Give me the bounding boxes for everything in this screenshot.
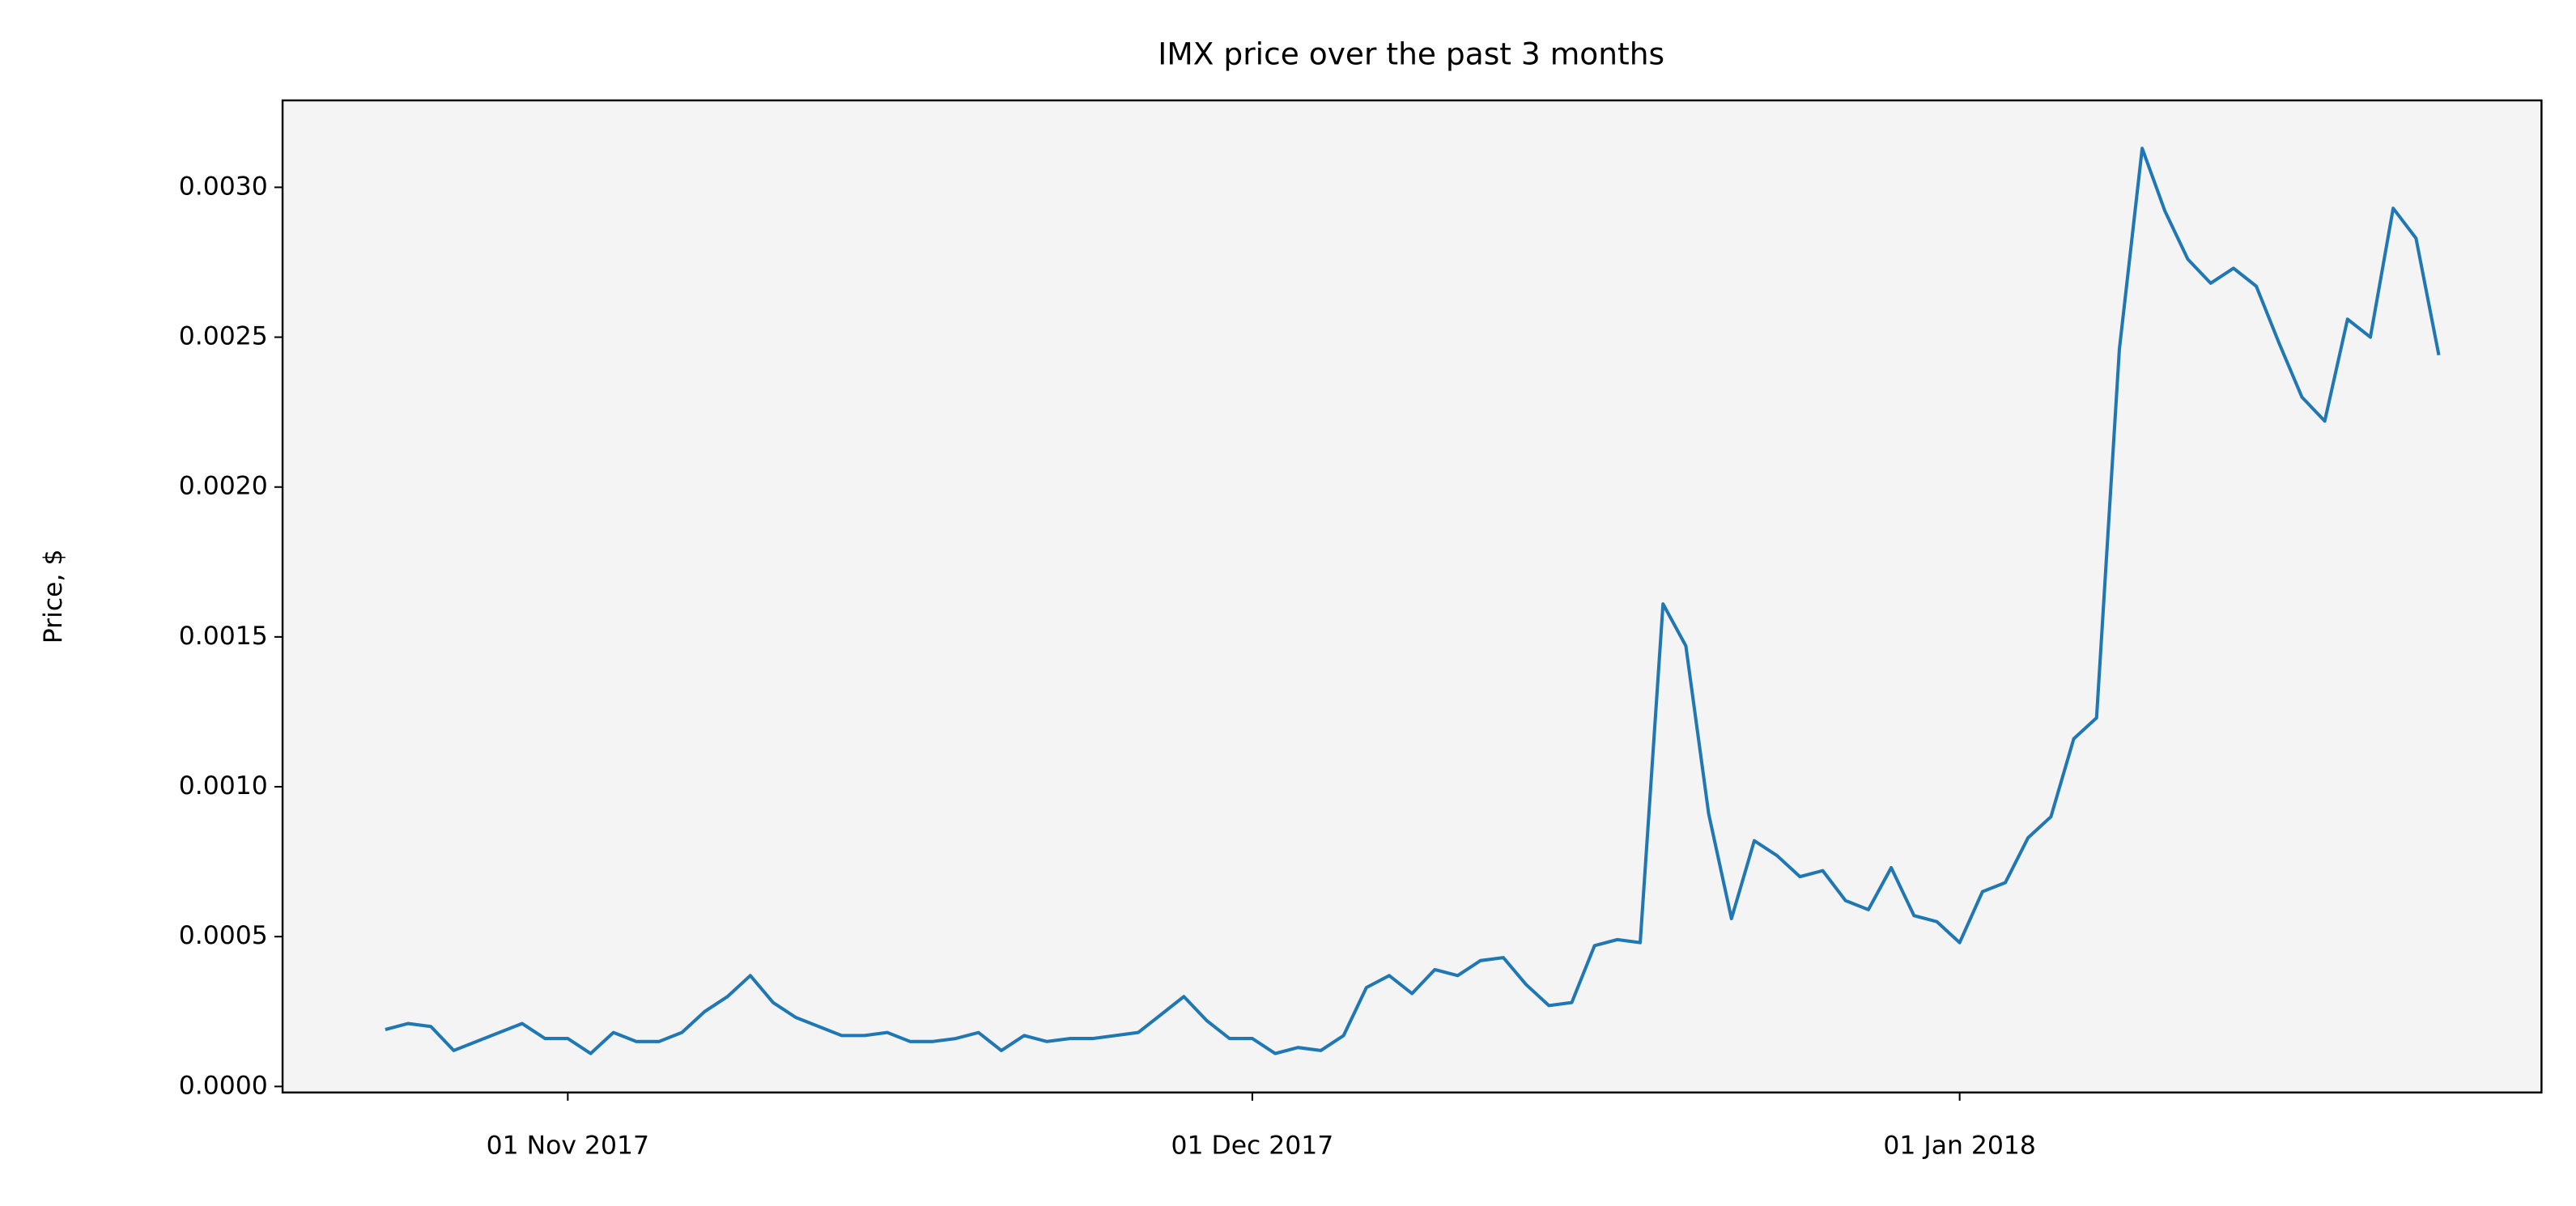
y-tick-label: 0.0010 — [179, 771, 268, 800]
y-tick-label: 0.0020 — [179, 472, 268, 501]
x-tick-label: 01 Nov 2017 — [487, 1132, 649, 1161]
x-tick-label: 01 Dec 2017 — [1171, 1132, 1333, 1161]
chart-title: IMX price over the past 3 months — [1158, 36, 1664, 72]
price-line — [385, 147, 2441, 1055]
plot-frame — [281, 99, 2543, 1093]
y-tick-label: 0.0000 — [179, 1071, 268, 1100]
y-tick-label: 0.0030 — [179, 172, 268, 201]
y-tick-label: 0.0005 — [179, 921, 268, 950]
y-axis-label: Price, $ — [39, 550, 68, 644]
y-tick-label: 0.0015 — [179, 622, 268, 651]
y-tick-label: 0.0025 — [179, 322, 268, 351]
plot-area — [283, 100, 2542, 1093]
x-tick-label: 01 Jan 2018 — [1883, 1132, 2035, 1161]
